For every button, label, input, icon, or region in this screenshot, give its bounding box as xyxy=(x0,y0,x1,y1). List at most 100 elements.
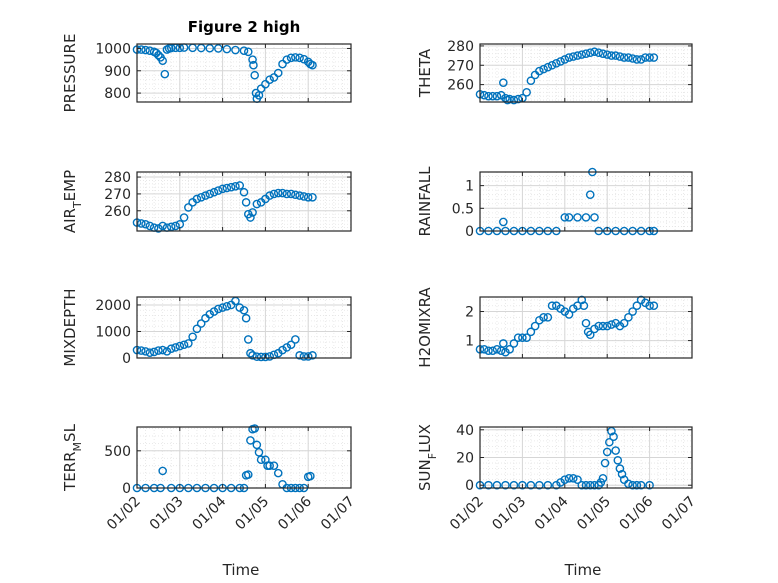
data-point xyxy=(564,310,574,319)
data-point xyxy=(141,347,150,356)
data-point xyxy=(246,436,255,445)
data-point xyxy=(619,53,629,62)
data-point xyxy=(645,301,654,311)
data-point xyxy=(609,432,618,442)
data-point xyxy=(628,54,637,63)
data-point xyxy=(509,95,519,105)
x-tick-label: 01/05 xyxy=(574,494,614,534)
y-axis-label: RAINFALL xyxy=(416,166,434,237)
data-point xyxy=(581,213,591,222)
y-tick-label: 270 xyxy=(447,58,474,74)
data-point xyxy=(505,94,514,104)
axes-background xyxy=(480,297,692,358)
data-point xyxy=(585,190,595,199)
y-tick-label: 800 xyxy=(104,86,131,102)
data-point xyxy=(564,53,574,62)
data-point xyxy=(602,50,612,59)
data-point xyxy=(235,303,245,312)
data-point xyxy=(577,480,587,490)
data-point xyxy=(501,480,510,490)
data-point xyxy=(282,55,292,64)
data-point xyxy=(151,48,161,58)
data-point xyxy=(552,59,561,68)
data-point xyxy=(607,320,616,329)
data-point xyxy=(577,295,587,305)
data-point xyxy=(617,469,627,479)
panel-rainfall: 0 0.5 1 RAINFALL xyxy=(416,166,693,240)
data-point xyxy=(628,307,637,316)
data-point xyxy=(249,60,258,70)
axes-background xyxy=(137,172,351,231)
panel-sun_flux: 0 20 40 SUNFLUX 01/02 01/03 01/04 01/05 01/06 01/… xyxy=(416,423,699,579)
data-point xyxy=(154,50,163,60)
data-point xyxy=(214,44,223,53)
x-tick-label: 01/07 xyxy=(659,494,699,534)
data-point xyxy=(299,352,309,361)
data-point xyxy=(577,50,587,59)
data-point xyxy=(530,321,540,331)
y-tick-label: 2 xyxy=(465,305,474,321)
panel-mixdepth: 0 1000 2000 MIXDEPTH xyxy=(61,288,352,367)
data-point xyxy=(602,321,612,331)
data-point xyxy=(308,60,317,70)
data-point xyxy=(295,191,304,200)
data-point xyxy=(226,182,236,192)
data-point xyxy=(585,330,595,340)
axes-box xyxy=(136,43,352,103)
data-point xyxy=(535,480,544,490)
panel-terr_msl: 0 500 TERRMSL 01/02 01/03 01/04 01/05 01/06 01/0… xyxy=(61,423,358,579)
data-point xyxy=(239,187,249,197)
data-point xyxy=(209,187,219,197)
panel-theta: 260 270 280 THETA xyxy=(416,39,693,105)
y-tick-label: 1000 xyxy=(95,41,131,57)
data-point xyxy=(239,305,249,315)
data-point xyxy=(175,341,185,351)
y-axis-label: PRESSURE xyxy=(61,34,79,113)
data-point xyxy=(499,78,508,87)
data-point xyxy=(265,75,274,84)
data-point xyxy=(246,213,255,222)
x-tick-label: 01/06 xyxy=(275,493,315,533)
data-point xyxy=(479,344,489,354)
data-point xyxy=(231,182,240,191)
data-point xyxy=(568,473,578,483)
data-point xyxy=(269,189,279,199)
y-tick-label: 2000 xyxy=(95,298,131,314)
data-point xyxy=(581,480,591,490)
data-point xyxy=(136,219,146,228)
data-point xyxy=(560,213,570,222)
data-point xyxy=(499,217,508,227)
data-point xyxy=(509,339,519,348)
data-point xyxy=(196,319,206,328)
y-tick-label: 0 xyxy=(465,478,474,494)
data-point xyxy=(184,339,193,348)
data-point xyxy=(243,335,253,344)
data-point xyxy=(261,79,270,89)
data-point xyxy=(568,52,578,61)
y-tick-label: 0.5 xyxy=(452,201,474,217)
data-point xyxy=(291,335,300,344)
data-point xyxy=(573,475,582,484)
data-point xyxy=(522,88,531,97)
x-tick-label: 01/02 xyxy=(104,494,144,534)
data-point xyxy=(636,480,646,490)
data-point xyxy=(248,351,257,360)
data-point xyxy=(632,301,642,311)
data-point xyxy=(261,352,270,362)
y-tick-label: 0 xyxy=(465,224,474,240)
data-point xyxy=(518,480,527,490)
data-point xyxy=(188,332,197,342)
data-point xyxy=(611,51,620,60)
x-tick-label: 01/02 xyxy=(447,494,487,534)
data-point xyxy=(628,480,637,490)
axes-box xyxy=(479,171,693,232)
data-point xyxy=(252,440,262,450)
data-point xyxy=(522,333,531,342)
data-point xyxy=(166,344,176,354)
data-point xyxy=(166,222,176,232)
data-point xyxy=(607,51,616,60)
data-point xyxy=(492,91,502,101)
data-point xyxy=(303,352,313,361)
